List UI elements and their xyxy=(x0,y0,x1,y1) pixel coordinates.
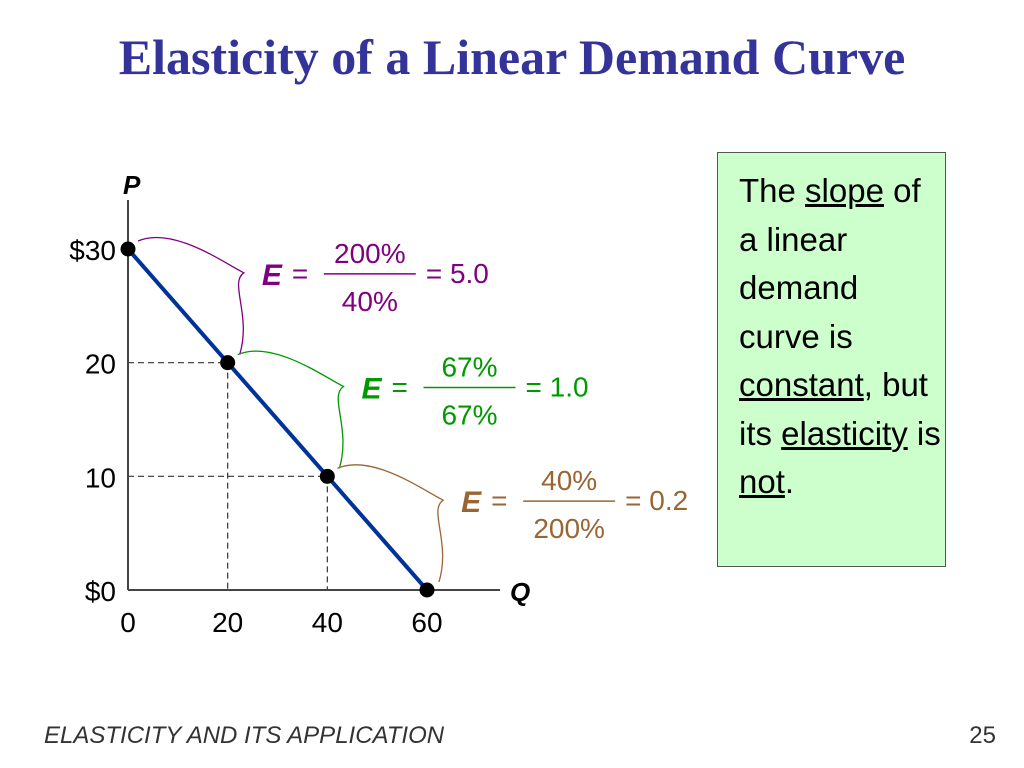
elasticity-result: = 1.0 xyxy=(526,372,589,403)
x-tick-label: 0 xyxy=(120,607,136,638)
numerator: 67% xyxy=(441,352,497,383)
elasticity-symbol: E xyxy=(461,486,482,519)
equals-sign: = xyxy=(392,372,408,403)
x-axis-label: Q xyxy=(510,577,530,607)
data-point xyxy=(220,355,236,371)
elasticity-result: = 0.2 xyxy=(625,485,688,516)
y-tick-label: 10 xyxy=(85,462,116,493)
elasticity-result: = 5.0 xyxy=(426,258,489,289)
curly-brace xyxy=(337,464,445,583)
data-point xyxy=(120,241,136,257)
note-box: The slope of a linear demand curve is co… xyxy=(717,152,946,567)
y-tick-label: $0 xyxy=(85,576,116,607)
demand-line xyxy=(126,247,429,592)
denominator: 67% xyxy=(441,400,497,431)
y-tick-label: 20 xyxy=(85,349,116,380)
elasticity-symbol: E xyxy=(362,373,383,406)
x-tick-label: 40 xyxy=(312,607,343,638)
y-axis-label: P xyxy=(123,170,141,200)
note-text: The xyxy=(739,172,806,209)
curly-brace xyxy=(237,350,345,469)
equals-sign: = xyxy=(292,258,308,289)
note-emphasis: not xyxy=(739,463,785,500)
data-point xyxy=(319,468,335,484)
equals-sign: = xyxy=(491,485,507,516)
x-tick-label: 60 xyxy=(411,607,442,638)
elasticity-symbol: E xyxy=(262,259,283,292)
note-emphasis: slope xyxy=(805,172,884,209)
note-emphasis: elasticity xyxy=(781,414,908,452)
page-number: 25 xyxy=(969,722,996,749)
x-tick-label: 20 xyxy=(212,607,243,638)
denominator: 200% xyxy=(533,513,605,544)
note-emphasis: constant xyxy=(739,366,864,403)
y-tick-label: $30 xyxy=(69,235,116,266)
slide-title: Elasticity of a Linear Demand Curve xyxy=(118,29,906,85)
footer-text: ELASTICITY AND ITS APPLICATION xyxy=(44,722,445,749)
note-text: , but its xyxy=(739,366,928,452)
data-point xyxy=(419,582,435,598)
note-text: is xyxy=(907,414,941,452)
note-text: . xyxy=(784,463,795,500)
curly-brace xyxy=(137,236,246,355)
numerator: 200% xyxy=(334,238,406,269)
denominator: 40% xyxy=(342,286,398,317)
note-text: of a linear demand curve is xyxy=(739,172,921,355)
numerator: 40% xyxy=(541,465,597,496)
